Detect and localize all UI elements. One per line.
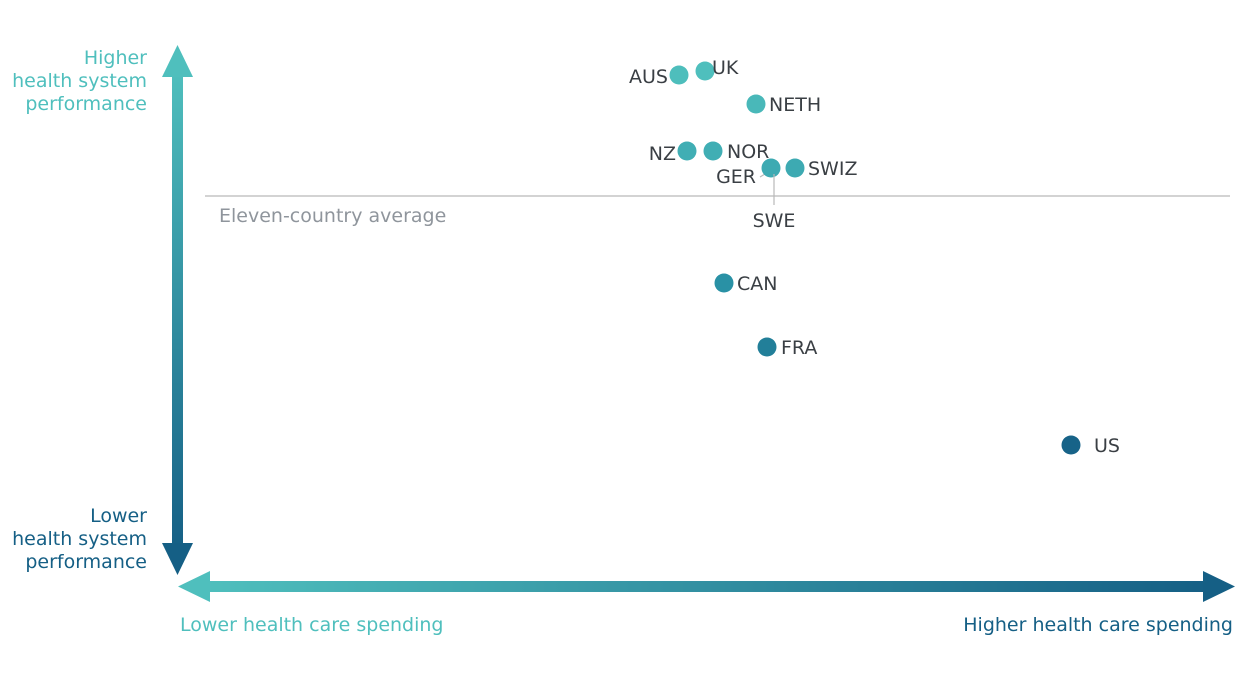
average-line-label: Eleven-country average xyxy=(219,205,446,227)
x-axis-low-label: Lower health care spending xyxy=(180,614,444,636)
x-axis-high-label: Higher health care spending xyxy=(963,614,1233,636)
points-layer: AUS UK NETH NZ NOR GER SWIZ SWE CAN FRA US xyxy=(629,57,1120,457)
point-nz xyxy=(677,141,697,161)
y-low-line-3: performance xyxy=(25,551,147,573)
y-axis-arrow-up xyxy=(162,45,193,77)
point-label-swe: SWE xyxy=(753,210,796,232)
y-axis-arrow-down xyxy=(162,543,193,575)
point-swiz xyxy=(785,158,805,178)
point-label-neth: NETH xyxy=(769,94,821,116)
y-low-line-2: health system xyxy=(12,528,147,550)
x-axis-arrow-right xyxy=(1203,571,1235,602)
x-axis-shaft xyxy=(205,581,1210,592)
point-label-aus: AUS xyxy=(629,66,668,88)
point-label-nor: NOR xyxy=(727,141,769,163)
reference-group: Eleven-country average xyxy=(205,195,1230,227)
y-axis-low-label: Lower health system performance xyxy=(0,505,147,574)
y-axis-high-label: Higher health system performance xyxy=(0,47,147,116)
y-high-line-3: performance xyxy=(25,93,147,115)
point-label-swiz: SWIZ xyxy=(808,158,857,180)
point-can xyxy=(714,273,734,293)
y-axis-shaft xyxy=(172,70,183,552)
point-label-nz: NZ xyxy=(649,143,676,165)
y-high-line-1: Higher xyxy=(83,47,147,69)
y-high-line-2: health system xyxy=(12,70,147,92)
point-fra xyxy=(757,337,777,357)
point-uk xyxy=(695,61,715,81)
point-label-ger: GER xyxy=(716,166,756,188)
point-label-us: US xyxy=(1094,435,1120,457)
point-label-fra: FRA xyxy=(781,337,817,359)
point-aus xyxy=(669,65,689,85)
point-neth xyxy=(746,94,766,114)
point-ger xyxy=(761,158,781,178)
x-axis-arrow-left xyxy=(178,571,210,602)
axes xyxy=(162,45,1235,602)
y-low-line-1: Lower xyxy=(90,505,147,527)
point-us xyxy=(1061,435,1081,455)
point-label-can: CAN xyxy=(737,273,777,295)
point-nor xyxy=(703,141,723,161)
point-label-uk: UK xyxy=(712,57,739,79)
